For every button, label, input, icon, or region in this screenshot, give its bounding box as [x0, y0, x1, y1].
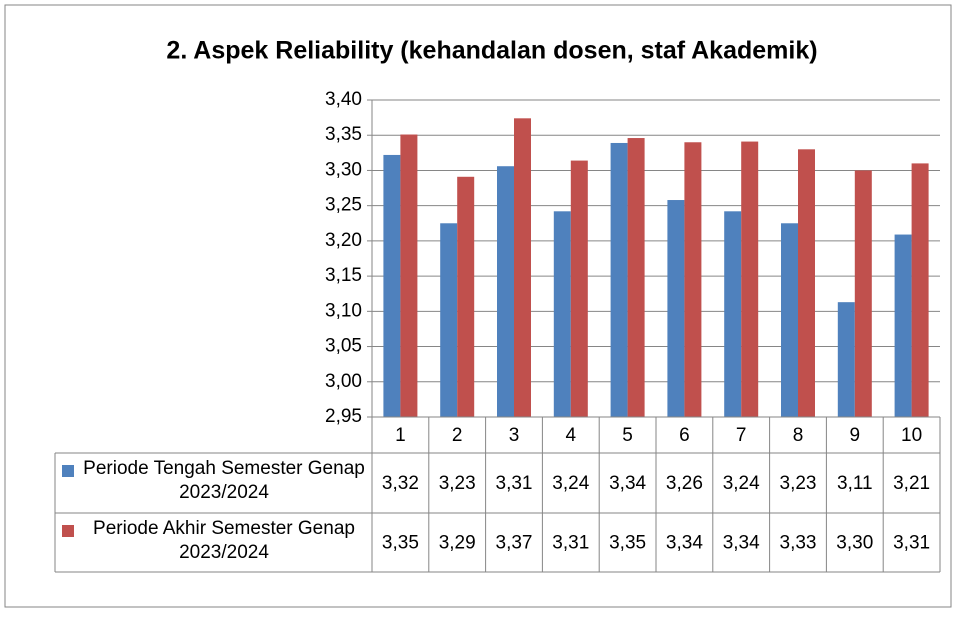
x-tick-label: 2	[452, 425, 463, 446]
x-tick-label: 8	[793, 425, 804, 446]
table-value: 3,21	[893, 473, 930, 494]
table-value: 3,37	[496, 533, 533, 554]
y-tick-label: 3,40	[325, 89, 362, 110]
y-tick-label: 3,30	[325, 159, 362, 180]
table-value: 3,34	[666, 533, 703, 554]
bar	[854, 170, 872, 417]
table-value: 3,31	[893, 533, 930, 554]
table-value: 3,24	[723, 473, 760, 494]
table-value: 3,29	[439, 533, 476, 554]
legend-label-box: Periode Akhir Semester Genap 2023/2024	[93, 518, 355, 563]
bar	[667, 200, 685, 417]
x-tick-label: 1	[395, 425, 406, 446]
bar	[514, 118, 531, 417]
table-value: 3,31	[496, 473, 533, 494]
bar	[781, 223, 798, 417]
x-tick-label: 6	[679, 425, 690, 446]
table-value: 3,23	[780, 473, 817, 494]
table-value: 3,30	[836, 533, 873, 554]
legend-key	[62, 525, 74, 537]
table-value: 3,31	[552, 533, 589, 554]
bar	[798, 149, 815, 418]
table-value: 3,35	[609, 533, 646, 554]
bar	[497, 166, 514, 417]
bar	[724, 211, 742, 417]
legend-key	[62, 465, 74, 477]
y-tick-label: 3,35	[325, 124, 362, 145]
table-value: 3,34	[723, 533, 760, 554]
table-value: 3,11	[837, 473, 873, 494]
y-tick-label: 3,15	[325, 265, 362, 286]
x-tick-label: 5	[622, 425, 633, 446]
table-value: 3,35	[382, 533, 419, 554]
legend-label: Periode Akhir Semester Genap 2023/2024	[93, 518, 355, 563]
y-tick-label: 3,20	[325, 230, 362, 251]
bar	[627, 138, 645, 418]
bar	[610, 142, 628, 417]
table-value: 3,23	[439, 473, 476, 494]
table-value: 3,24	[552, 473, 589, 494]
bar	[383, 154, 401, 418]
table-value: 3,34	[609, 473, 646, 494]
bar	[457, 176, 475, 417]
bar	[894, 234, 912, 417]
y-tick-label: 3,25	[325, 195, 362, 216]
bar	[684, 142, 702, 417]
y-tick-label: 2,95	[325, 406, 362, 427]
y-tick-label: 3,00	[325, 371, 362, 392]
table-value: 3,32	[382, 473, 419, 494]
y-tick-label: 3,10	[325, 300, 362, 321]
bar	[911, 163, 929, 417]
bar	[837, 302, 855, 417]
legend-label: Periode Tengah Semester Genap 2023/2024	[83, 458, 365, 503]
bar	[400, 134, 418, 418]
bar	[440, 223, 458, 417]
x-tick-label: 9	[850, 425, 861, 446]
bar	[553, 211, 571, 417]
chart-title: 2. Aspek Reliability (kehandalan dosen, …	[166, 37, 817, 65]
table-value: 3,33	[780, 533, 817, 554]
x-tick-label: 4	[566, 425, 577, 446]
x-tick-label: 10	[901, 425, 922, 446]
x-tick-label: 3	[509, 425, 520, 446]
bar	[570, 160, 588, 418]
table-value: 3,26	[666, 473, 703, 494]
legend-label-box: Periode Tengah Semester Genap 2023/2024	[83, 458, 365, 503]
bar	[741, 141, 759, 417]
x-tick-label: 7	[736, 425, 747, 446]
y-tick-label: 3,05	[325, 336, 362, 357]
